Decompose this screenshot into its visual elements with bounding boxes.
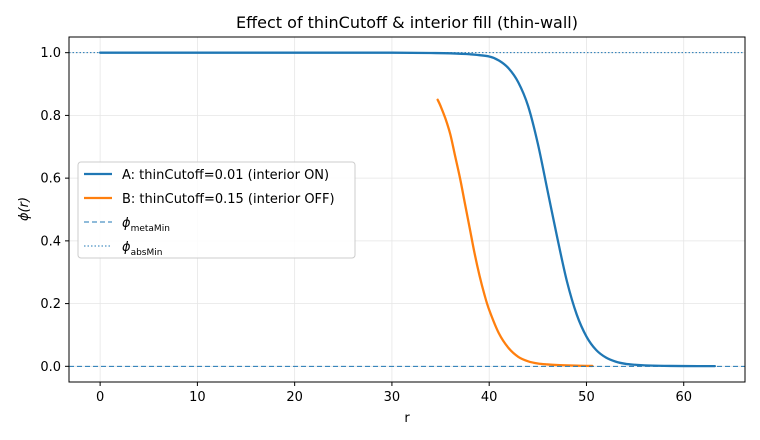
y-tick-label: 0.6 (40, 172, 61, 187)
legend-box (77, 161, 356, 259)
y-tick-label: 0.0 (40, 360, 61, 375)
y-tick-label: 0.2 (40, 297, 61, 312)
x-tick-label: 60 (675, 390, 692, 405)
y-tick-label: 1.0 (40, 46, 61, 61)
ticks: 0 10 20 30 40 50 60 0.0 0.2 0.4 0.6 0.8 1.0 (40, 46, 692, 405)
legend-label: ϕmetaMin (122, 216, 170, 234)
y-tick-label: 0.4 (40, 234, 61, 249)
x-tick-label: 10 (189, 390, 206, 405)
chart-title: Effect of thinCutoff & interior fill (th… (236, 13, 578, 32)
y-axis-label: ϕ(r) (17, 197, 32, 221)
legend-label: ϕabsMin (122, 240, 162, 258)
legend-label: B: thinCutoff=0.15 (interior OFF) (122, 192, 335, 207)
legend: A: thinCutoff=0.01 (interior ON) B: thinC… (77, 161, 356, 259)
plot-frame (68, 36, 746, 383)
legend-label: A: thinCutoff=0.01 (interior ON) (122, 168, 329, 183)
series-layer (69, 51, 745, 368)
x-tick-label: 0 (96, 390, 104, 405)
x-tick-label: 50 (578, 390, 595, 405)
x-tick-label: 20 (286, 390, 303, 405)
x-tick-label: 40 (481, 390, 498, 405)
x-tick-label: 30 (384, 390, 401, 405)
y-tick-label: 0.8 (40, 109, 61, 124)
series-1-line (436, 98, 594, 368)
x-axis-label: r (404, 411, 410, 426)
